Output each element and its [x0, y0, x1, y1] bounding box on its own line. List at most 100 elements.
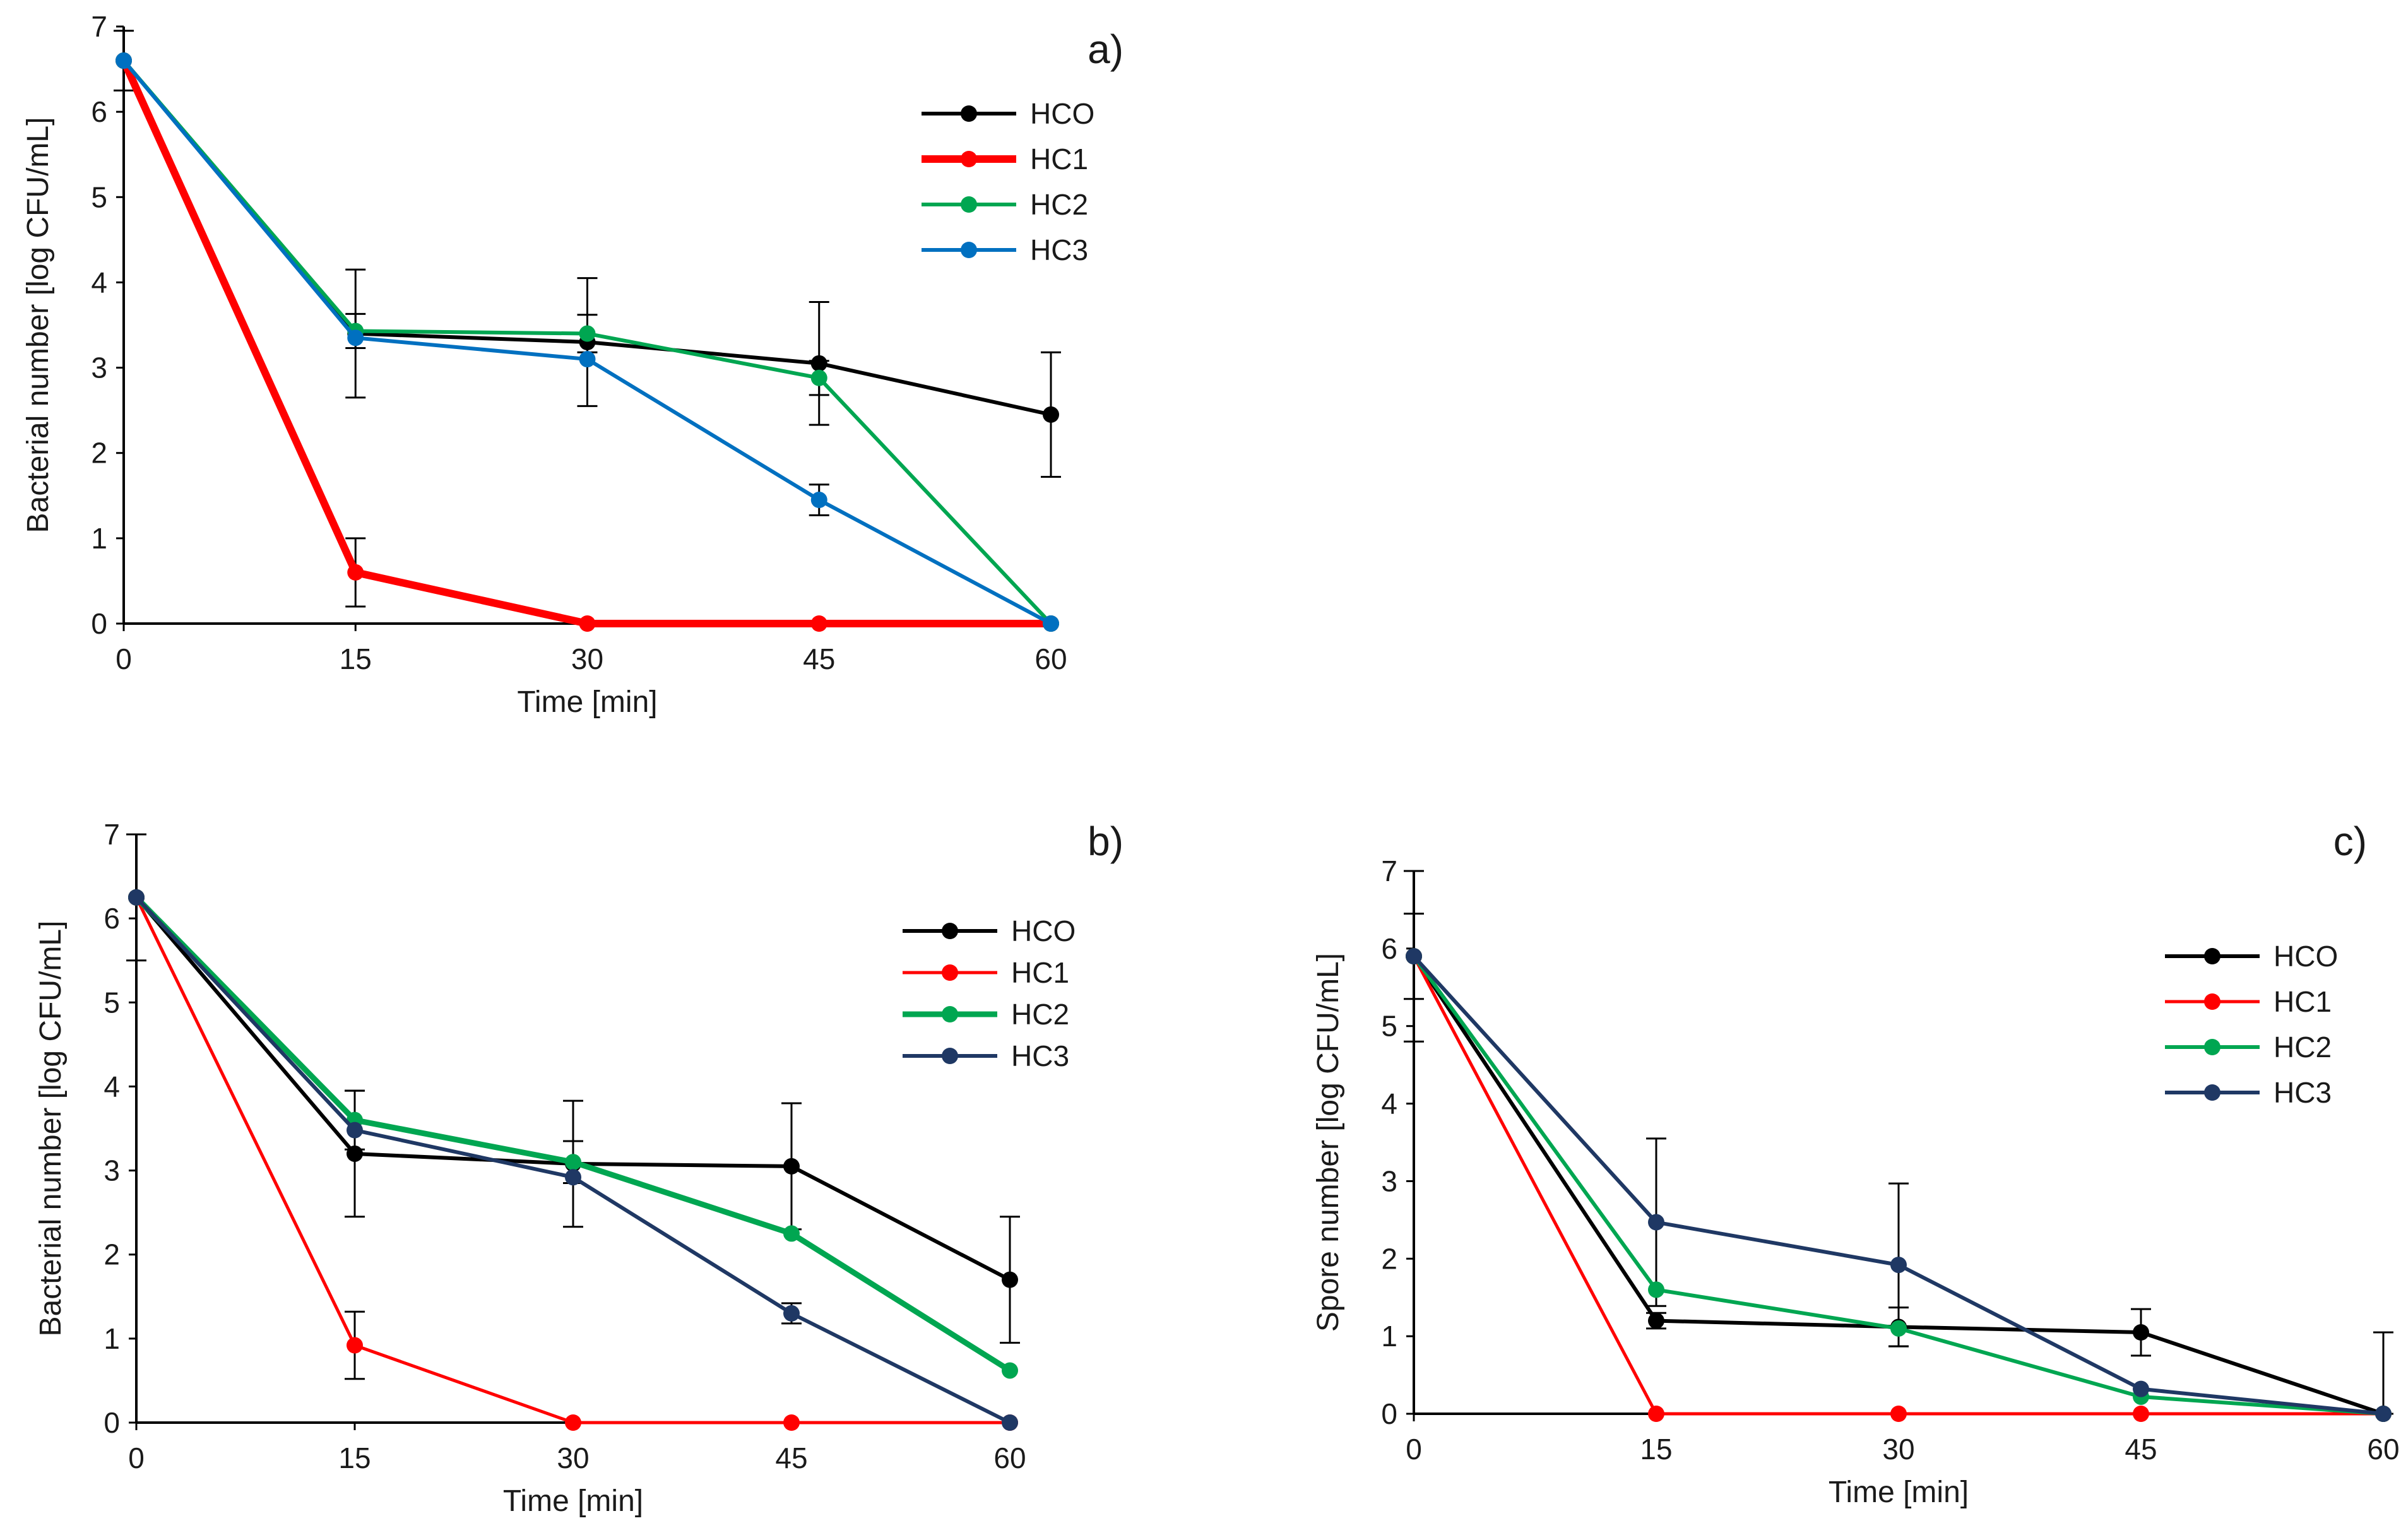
legend: HCO HC1 HC2 HC3 [903, 915, 1076, 1072]
data-point-hc1 [347, 564, 364, 581]
legend-marker-hc1 [2204, 993, 2220, 1010]
data-point-hc2 [783, 1225, 800, 1242]
data-point-hc2 [810, 369, 827, 386]
legend-marker-hc3 [961, 242, 977, 258]
y-tick-label: 7 [91, 10, 107, 43]
data-point-hco [810, 355, 827, 372]
legend-marker-hc1 [942, 964, 958, 981]
y-tick-label: 1 [1381, 1320, 1397, 1353]
y-tick-label: 3 [104, 1154, 120, 1187]
legend-label: HC2 [1030, 188, 1088, 221]
data-point-hc2 [565, 1154, 581, 1171]
data-point-hc1 [1890, 1406, 1907, 1422]
y-tick-label: 3 [91, 352, 107, 384]
x-tick-label: 60 [2367, 1433, 2399, 1466]
legend-marker-hc1 [961, 151, 977, 167]
data-point-hco [2133, 1324, 2149, 1341]
y-tick-label: 2 [104, 1238, 120, 1271]
data-point-hc3 [783, 1305, 800, 1322]
legend-label: HC3 [1030, 234, 1088, 266]
y-tick-label: 1 [91, 522, 107, 555]
legend-marker-hc2 [961, 196, 977, 213]
data-point-hc3 [565, 1169, 581, 1186]
panel-label: b) [1088, 819, 1123, 864]
x-tick-label: 30 [557, 1442, 589, 1474]
data-point-hc2 [1648, 1281, 1664, 1298]
legend-label: HC2 [1011, 998, 1069, 1031]
data-point-hc1 [783, 1414, 800, 1431]
data-point-hc3 [1043, 615, 1059, 632]
legend-marker-hco [2204, 948, 2220, 964]
y-tick-label: 7 [1381, 855, 1397, 887]
legend-label: HC2 [2274, 1031, 2332, 1063]
legend-label: HC1 [1011, 956, 1069, 989]
data-point-hco [783, 1158, 800, 1175]
data-point-hc2 [579, 325, 596, 342]
data-point-hc1 [347, 1337, 363, 1354]
data-point-hc3 [128, 889, 145, 906]
legend-marker-hc2 [942, 1006, 958, 1022]
data-point-hc1 [810, 615, 827, 632]
data-point-hc2 [1002, 1362, 1018, 1379]
legend-marker-hc3 [942, 1048, 958, 1064]
x-tick-label: 15 [340, 643, 372, 675]
y-tick-label: 7 [104, 818, 120, 851]
data-point-hc3 [2375, 1406, 2392, 1422]
data-point-hco [1648, 1312, 1664, 1329]
legend-label: HCO [1030, 97, 1094, 130]
legend-marker-hc3 [2204, 1084, 2220, 1101]
x-axis-title: Time [min] [1829, 1476, 1969, 1509]
x-tick-label: 30 [1882, 1433, 1914, 1466]
y-tick-label: 4 [91, 266, 107, 299]
y-axis-title: Bacterial number [log CFU/mL] [21, 117, 55, 533]
legend-marker-hco [942, 923, 958, 939]
data-point-hc2 [1890, 1320, 1907, 1337]
x-tick-label: 0 [128, 1442, 145, 1474]
y-tick-label: 5 [104, 986, 120, 1019]
y-tick-label: 6 [104, 902, 120, 935]
data-point-hc3 [116, 52, 132, 69]
data-point-hco [1002, 1271, 1018, 1288]
legend-label: HC3 [2274, 1076, 2332, 1109]
panel-label: c) [2333, 819, 2367, 864]
data-point-hc3 [1406, 948, 1422, 965]
data-point-hc3 [810, 492, 827, 509]
data-point-hc1 [579, 615, 596, 632]
legend-label: HC3 [1011, 1040, 1069, 1072]
y-tick-label: 0 [1381, 1397, 1397, 1430]
data-point-hc3 [2133, 1380, 2149, 1397]
legend-label: HC1 [1030, 143, 1088, 175]
x-tick-label: 30 [571, 643, 603, 675]
y-tick-label: 0 [104, 1406, 120, 1439]
y-tick-label: 6 [1381, 932, 1397, 965]
x-tick-label: 45 [803, 643, 835, 675]
x-tick-label: 60 [993, 1442, 1026, 1474]
x-tick-label: 0 [1406, 1433, 1422, 1466]
panel-label: a) [1088, 27, 1123, 72]
y-tick-label: 6 [91, 95, 107, 128]
data-point-hc1 [2133, 1406, 2149, 1422]
x-tick-label: 0 [116, 643, 132, 675]
x-tick-label: 45 [775, 1442, 807, 1474]
x-tick-label: 15 [338, 1442, 371, 1474]
legend-label: HCO [2274, 940, 2338, 973]
data-point-hc3 [347, 1122, 363, 1139]
data-point-hc3 [1648, 1214, 1664, 1231]
x-tick-label: 60 [1035, 643, 1067, 675]
legend-marker-hc2 [2204, 1039, 2220, 1055]
data-point-hco [1043, 406, 1059, 423]
y-axis-title: Spore number [log CFU/mL] [1312, 953, 1345, 1332]
data-point-hc1 [565, 1414, 581, 1431]
data-point-hc1 [1648, 1406, 1664, 1422]
data-point-hc3 [1890, 1257, 1907, 1274]
y-tick-label: 3 [1381, 1164, 1397, 1197]
y-tick-label: 2 [91, 437, 107, 470]
x-axis-title: Time [min] [503, 1484, 643, 1518]
y-axis-title: Bacterial number [log CFU/mL] [34, 921, 68, 1337]
legend: HCO HC1 HC2 HC3 [922, 97, 1094, 266]
y-tick-label: 4 [1381, 1087, 1397, 1120]
data-point-hco [347, 1145, 363, 1162]
y-tick-label: 1 [104, 1322, 120, 1355]
